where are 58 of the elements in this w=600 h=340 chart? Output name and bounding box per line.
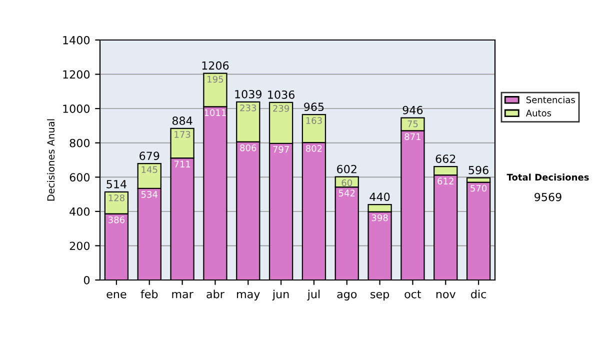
x-tick-label: jul xyxy=(307,290,320,300)
x-tick-label: jun xyxy=(272,290,289,300)
x-tick-label: nov xyxy=(436,292,456,298)
data-label: 542 xyxy=(338,190,355,196)
data-label: 386 xyxy=(108,216,125,224)
legend-label: Sentencias xyxy=(526,96,575,104)
data-label: 75 xyxy=(408,120,418,128)
x-tick-label: feb xyxy=(140,290,158,298)
total-label: 440 xyxy=(370,192,390,202)
x-tick-label: ago xyxy=(337,292,357,300)
data-label: 871 xyxy=(404,133,420,140)
x-tick-label: sep xyxy=(370,292,390,300)
y-tick-label: 0 xyxy=(84,276,90,284)
legend-label: Autos xyxy=(526,110,552,116)
data-label: 398 xyxy=(372,214,388,222)
data-label: 570 xyxy=(470,184,487,192)
y-tick-label: 1400 xyxy=(63,36,90,44)
y-tick-label: 800 xyxy=(70,138,90,148)
x-tick-label: may xyxy=(237,292,260,300)
data-label: 60 xyxy=(342,179,352,186)
y-tick-label: 600 xyxy=(70,173,90,182)
y-tick-label: 200 xyxy=(70,242,90,250)
total-label: 1039 xyxy=(235,90,262,98)
total-label: 662 xyxy=(436,154,456,163)
x-tick-label: ene xyxy=(106,292,126,298)
data-label: 797 xyxy=(273,146,289,153)
data-label: 163 xyxy=(306,117,322,124)
data-label: 534 xyxy=(141,191,158,198)
data-label: 195 xyxy=(208,76,224,83)
text: 9569 xyxy=(534,192,562,202)
data-label: 802 xyxy=(306,145,322,152)
total-label: 884 xyxy=(172,116,192,125)
total-label: 596 xyxy=(468,166,488,174)
total-label: 1036 xyxy=(268,90,294,99)
x-tick-label: oct xyxy=(404,290,422,298)
data-label: 612 xyxy=(438,178,454,184)
x-tick-label: dic xyxy=(471,290,486,298)
total-label: 602 xyxy=(337,164,356,174)
data-label: 1011 xyxy=(204,109,226,116)
total-label: 1206 xyxy=(202,61,229,70)
data-label: 711 xyxy=(174,160,190,168)
data-label: 145 xyxy=(142,166,158,173)
text: Total Decisiones xyxy=(506,174,589,181)
x-tick-label: mar xyxy=(172,292,194,298)
data-label: 233 xyxy=(240,104,256,112)
total-label: 965 xyxy=(304,102,324,112)
y-tick-label: 400 xyxy=(70,207,90,216)
data-label: 806 xyxy=(240,144,256,152)
y-axis-title: Decisiones Anual xyxy=(47,119,55,201)
total-label: 946 xyxy=(402,106,423,114)
y-tick-label: 1000 xyxy=(63,104,90,113)
data-label: 128 xyxy=(108,194,124,202)
total-label: 514 xyxy=(106,180,126,188)
y-tick-label: 1200 xyxy=(63,70,90,79)
total-label: 679 xyxy=(140,152,160,160)
x-tick-label: abr xyxy=(206,290,224,298)
data-label: 173 xyxy=(174,131,190,138)
data-label: 239 xyxy=(273,104,290,112)
